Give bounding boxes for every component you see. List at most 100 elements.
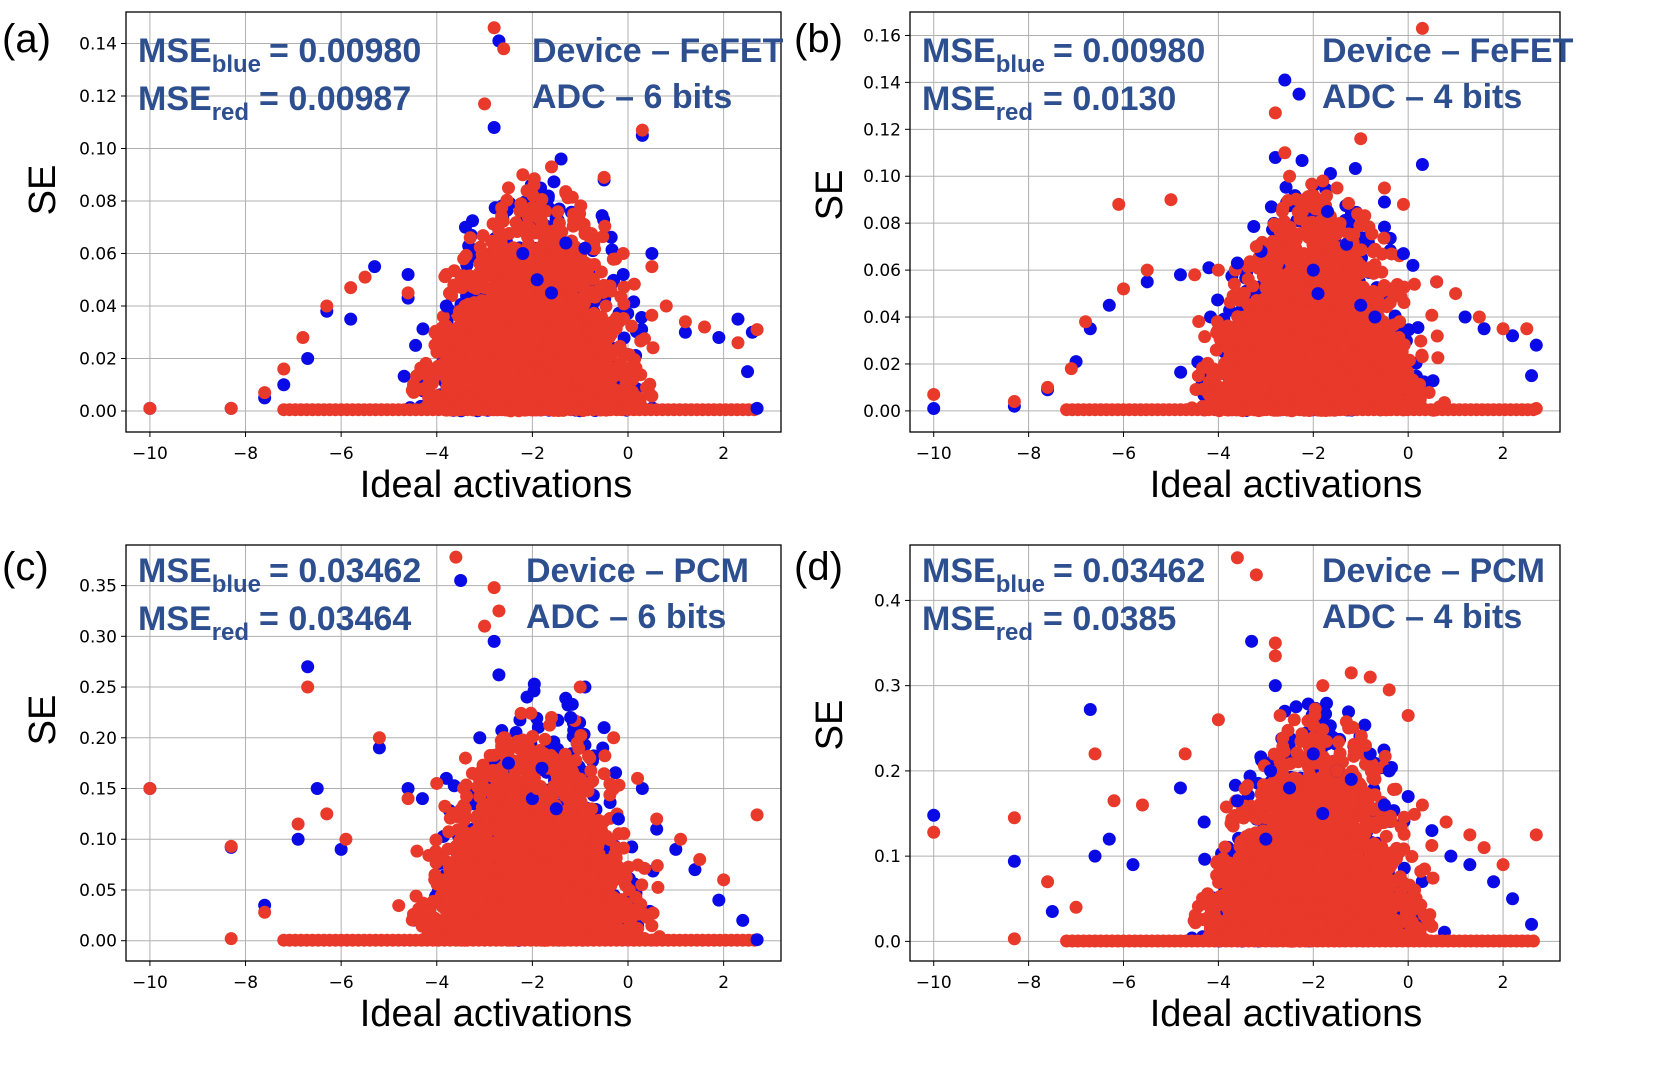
chart-panel-b: −10 −8 −6 −4 −2 0 20.000.020.040.060.080.100.1…	[794, 11, 1574, 506]
cloud-point-red	[561, 331, 575, 345]
point-blue	[530, 273, 544, 287]
point-red	[698, 320, 712, 334]
cloud-point-red	[609, 321, 623, 335]
point-red	[358, 270, 372, 284]
point-blue	[516, 247, 530, 260]
point-red	[750, 323, 764, 337]
cloud-point-blue	[1377, 220, 1391, 234]
x-tick-label: 0	[623, 444, 634, 464]
cloud-point-red	[609, 311, 623, 325]
cloud-point-red	[483, 315, 497, 329]
cloud-point-red	[572, 371, 586, 385]
point-blue	[554, 152, 568, 166]
point-blue	[344, 312, 358, 326]
cloud-point-blue	[397, 369, 411, 383]
cloud-point-red	[516, 203, 530, 217]
cloud-point-red	[500, 388, 514, 402]
cloud-point-red	[534, 253, 548, 267]
point-red	[277, 362, 291, 376]
cloud-point-blue	[635, 310, 649, 324]
cloud-point-red	[523, 255, 537, 269]
point-red	[401, 286, 415, 300]
point-blue	[368, 260, 382, 274]
cloud-point-red	[495, 209, 509, 223]
cloud-point-red	[519, 287, 533, 301]
point-blue	[712, 331, 726, 344]
cloud-point-blue	[627, 295, 641, 309]
cloud-point-red	[606, 371, 620, 385]
cloud-point-red	[495, 293, 509, 307]
cloud-point-red	[509, 270, 523, 284]
cloud-point-red	[595, 363, 609, 377]
cloud-point-red	[548, 376, 562, 390]
cloud-point-red	[638, 332, 652, 346]
point-blue	[741, 365, 755, 379]
cloud-point-red	[551, 205, 565, 219]
cloud-point-red	[455, 357, 469, 371]
mse-blue-annotation: MSEblue = 0.00980	[138, 32, 421, 78]
x-tick-label: −10	[132, 444, 168, 464]
cloud-point-red	[591, 331, 605, 345]
cloud-point-red	[619, 349, 633, 363]
cloud-point-red	[459, 248, 473, 262]
cloud-point-red	[577, 290, 591, 304]
cloud-point-red	[640, 381, 654, 395]
point-red	[344, 281, 358, 295]
cloud-point-blue	[1247, 219, 1261, 233]
cloud-point-red	[598, 219, 612, 233]
cloud-point-red	[492, 337, 506, 351]
cloud-point-blue	[1348, 162, 1362, 176]
point-red	[635, 123, 649, 137]
cloud-point-red	[532, 226, 546, 240]
cloud-point-red	[599, 299, 613, 313]
cloud-point-red	[436, 310, 450, 324]
cloud-point-red	[495, 258, 509, 272]
y-tick-label: 0.02	[79, 350, 117, 370]
cloud-point-red	[461, 297, 475, 311]
mse-red-annotation: MSEred = 0.00987	[138, 80, 411, 126]
point-blue	[559, 236, 573, 250]
point-red	[645, 260, 659, 274]
adc-annotation: ADC – 6 bits	[532, 78, 732, 116]
cloud-point-blue	[1411, 321, 1425, 335]
cloud-point-red	[535, 370, 549, 384]
cloud-point-blue	[1295, 153, 1309, 167]
cloud-point-red	[571, 299, 585, 313]
cloud-point-red	[619, 378, 633, 392]
point-blue	[750, 401, 764, 415]
cloud-point-red	[565, 288, 579, 302]
cloud-point-red	[511, 308, 525, 322]
cloud-point-blue	[416, 322, 430, 336]
cloud-point-red	[583, 258, 597, 272]
point-red	[320, 299, 334, 313]
cloud-point-red	[425, 367, 439, 381]
point-blue	[487, 121, 501, 134]
cloud-point-red	[1227, 277, 1241, 291]
cloud-point-red	[510, 259, 524, 273]
point-red	[568, 273, 582, 287]
point-red	[659, 299, 673, 313]
cloud-point-red	[477, 349, 491, 363]
cloud-point-red	[477, 267, 491, 281]
cloud-point-red	[521, 364, 535, 378]
chart-panel-a: −10 −8 −6 −4 −2 0 20.000.020.040.060.080.100.1…	[2, 11, 784, 506]
cloud-point-red	[589, 374, 603, 388]
cloud-point-red	[574, 199, 588, 213]
cloud-point-red	[645, 308, 659, 322]
cloud-point-blue	[1174, 365, 1188, 379]
cloud-point-red	[582, 351, 596, 365]
cloud-point-red	[434, 359, 448, 373]
point-blue	[645, 247, 659, 260]
point-blue	[401, 268, 415, 281]
scatter-cloud	[1060, 153, 1540, 418]
x-tick-label: 2	[718, 444, 729, 464]
cloud-point-red	[406, 378, 420, 392]
cloud-point-red	[512, 392, 526, 406]
cloud-point-red	[509, 288, 523, 302]
point-red	[516, 168, 530, 182]
point-red	[296, 331, 310, 344]
cloud-point-red	[552, 358, 566, 372]
point-blue	[439, 299, 453, 313]
panel-label: (a)	[2, 17, 51, 61]
cloud-point-red	[454, 273, 468, 287]
